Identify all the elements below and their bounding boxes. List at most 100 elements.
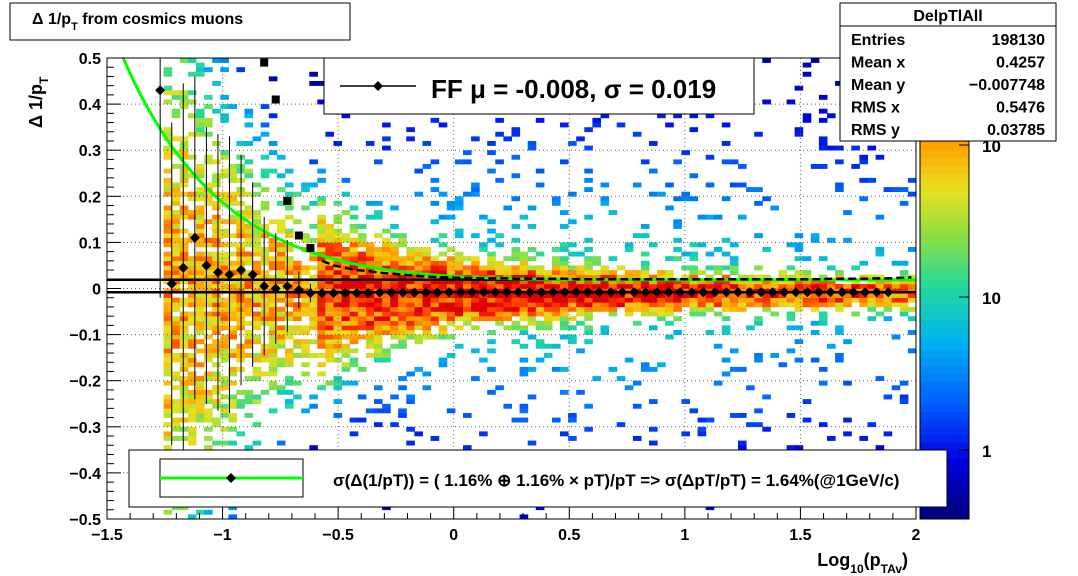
heatmap-cell xyxy=(163,274,173,280)
heatmap-cell xyxy=(543,279,553,285)
heatmap-cell xyxy=(382,408,391,414)
heatmap-cell xyxy=(252,422,262,428)
heatmap-cell xyxy=(187,426,197,432)
heatmap-cell xyxy=(179,389,189,395)
heatmap-cell xyxy=(519,417,529,423)
heatmap-cell xyxy=(309,302,318,308)
heatmap-cell xyxy=(171,357,181,363)
heatmap-cell xyxy=(390,297,399,303)
heatmap-cell xyxy=(204,297,213,303)
heatmap-cell xyxy=(293,330,302,335)
heatmap-cell xyxy=(252,334,262,340)
heatmap-cell xyxy=(317,242,326,248)
heatmap-cell xyxy=(762,297,771,303)
heatmap-cell xyxy=(357,260,367,266)
heatmap-cell xyxy=(802,71,812,77)
heatmap-cell xyxy=(487,348,496,354)
heatmap-cell xyxy=(471,265,480,271)
heatmap-cell xyxy=(592,293,601,298)
heatmap-cell xyxy=(511,131,521,137)
heatmap-cell xyxy=(430,260,440,266)
heatmap-cell xyxy=(649,168,658,174)
heatmap-cell xyxy=(471,191,480,197)
heatmap-cell xyxy=(503,270,512,275)
heatmap-cell xyxy=(212,205,221,211)
heatmap-cell xyxy=(891,187,901,192)
heatmap-cell xyxy=(430,187,440,192)
heatmap-cell xyxy=(519,251,529,257)
mean-point xyxy=(617,287,628,298)
heatmap-cell xyxy=(220,168,229,174)
heatmap-cell xyxy=(600,283,610,289)
mean-point xyxy=(802,287,813,298)
heatmap-cell xyxy=(228,297,237,303)
heatmap-cell xyxy=(729,279,739,285)
heatmap-cell xyxy=(754,316,763,322)
heatmap-cell xyxy=(382,311,391,317)
heatmap-cell xyxy=(438,302,448,308)
heatmap-cell xyxy=(204,191,213,197)
heatmap-cell xyxy=(204,325,213,331)
heatmap-cell xyxy=(746,187,755,192)
heatmap-cell xyxy=(196,122,205,128)
heatmap-cell xyxy=(244,122,254,128)
stats-value: 0.5476 xyxy=(996,100,1045,117)
heatmap-cell xyxy=(220,380,229,386)
heatmap-cell xyxy=(422,302,432,308)
heatmap-cell xyxy=(721,306,731,312)
heatmap-cell xyxy=(600,330,610,335)
heatmap-cell xyxy=(859,260,868,266)
heatmap-cell xyxy=(511,127,521,133)
heatmap-cell xyxy=(276,330,286,335)
heatmap-cell xyxy=(171,196,181,202)
heatmap-cell xyxy=(835,325,844,331)
heatmap-cell xyxy=(252,376,262,381)
heatmap-cell xyxy=(818,422,828,428)
heatmap-cell xyxy=(495,131,504,137)
heatmap-cell xyxy=(835,353,844,358)
heatmap-cell xyxy=(365,325,375,331)
heatmap-cell xyxy=(471,293,480,298)
heatmap-cell xyxy=(171,339,181,345)
heatmap-cell xyxy=(374,233,383,239)
heatmap-cell xyxy=(463,150,472,156)
heatmap-cell xyxy=(163,436,173,441)
heatmap-cell xyxy=(519,270,529,275)
heatmap-cell xyxy=(624,293,634,298)
heatmap-cell xyxy=(689,196,699,202)
heatmap-cell xyxy=(471,302,480,308)
heatmap-cell xyxy=(463,320,472,326)
heatmap-cell xyxy=(552,265,561,271)
heatmap-cell xyxy=(446,283,456,289)
heatmap-cell xyxy=(649,325,658,331)
heatmap-cell xyxy=(818,380,828,386)
heatmap-cell xyxy=(454,306,464,312)
heatmap-cell xyxy=(414,325,423,331)
heatmap-cell xyxy=(244,260,254,266)
heatmap-cell xyxy=(212,330,221,335)
stats-label: RMS y xyxy=(851,122,900,139)
heatmap-cell xyxy=(196,297,205,303)
heatmap-cell xyxy=(220,228,229,234)
heatmap-cell xyxy=(276,306,286,312)
heatmap-cell xyxy=(463,159,472,165)
heatmap-cell xyxy=(374,200,383,206)
heatmap-cell xyxy=(430,306,440,312)
heatmap-cell xyxy=(438,283,448,289)
heatmap-cell xyxy=(228,283,237,289)
heatmap-cell xyxy=(689,293,699,298)
heatmap-cell xyxy=(471,270,480,275)
heatmap-cell xyxy=(309,394,318,400)
heatmap-cell xyxy=(268,339,278,345)
heatmap-cell xyxy=(446,297,456,303)
heatmap-cell xyxy=(171,90,181,96)
heatmap-cell xyxy=(390,224,399,229)
heatmap-cell xyxy=(309,293,318,298)
rms-point xyxy=(260,58,269,67)
mean-point xyxy=(686,287,697,298)
palette-cell xyxy=(920,280,969,289)
heatmap-cell xyxy=(252,247,262,252)
heatmap-cell xyxy=(859,274,868,280)
heatmap-cell xyxy=(365,200,375,206)
